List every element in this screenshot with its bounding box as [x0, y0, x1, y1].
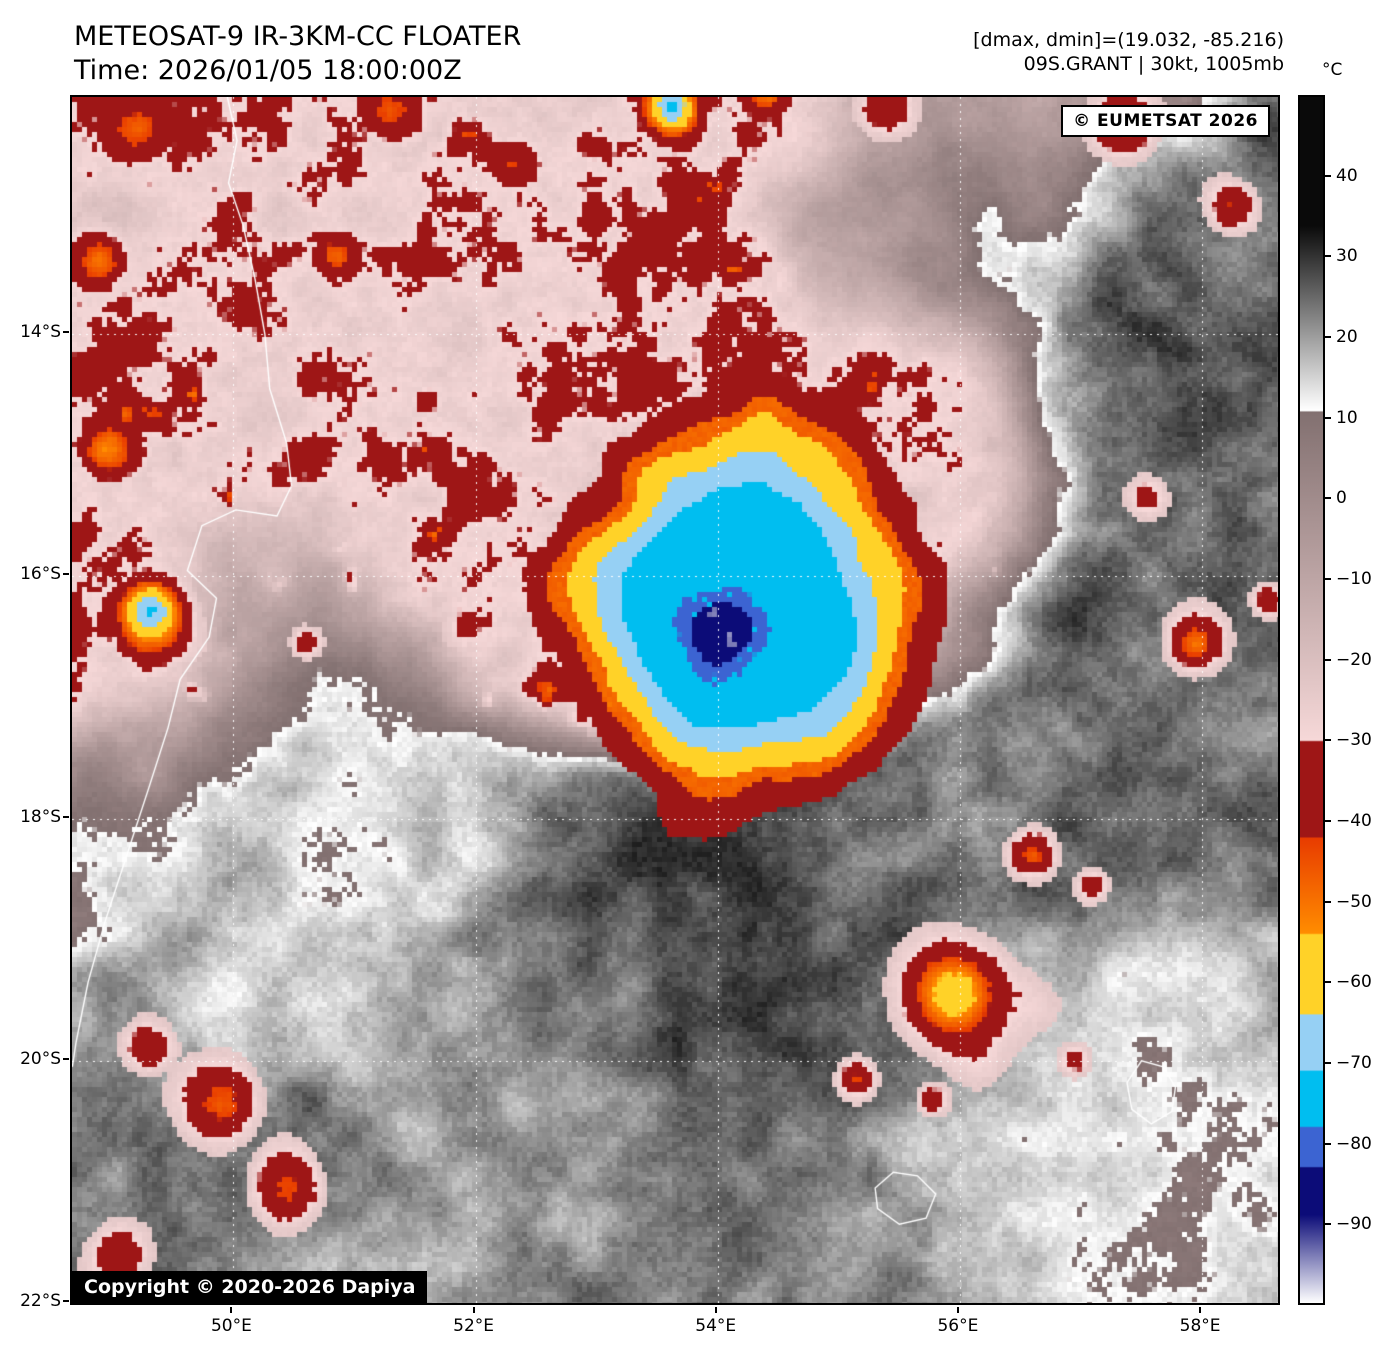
colorbar-tick-label: −20 [1336, 649, 1372, 670]
eumetsat-copyright-badge: © EUMETSAT 2026 [1061, 105, 1270, 137]
colorbar-tick-mark [1325, 900, 1331, 903]
colorbar [1298, 95, 1325, 1305]
x-axis-tick [1199, 1307, 1202, 1313]
x-axis-tick [956, 1307, 959, 1313]
y-axis-label: 18°S [20, 806, 61, 827]
colorbar-tick-label: −60 [1336, 972, 1372, 993]
page-title: METEOSAT-9 IR-3KM-CC FLOATER [74, 21, 522, 52]
dmax-dmin-line: [dmax, dmin]=(19.032, -85.216) [973, 29, 1284, 51]
title-block: METEOSAT-9 IR-3KM-CC FLOATER Time: 2026/… [74, 20, 521, 88]
dapiya-copyright-badge: Copyright © 2020-2026 Dapiya [72, 1271, 428, 1303]
colorbar-tick-mark [1325, 1062, 1331, 1064]
y-axis-label: 16°S [20, 564, 61, 585]
y-axis-tick [63, 1300, 69, 1302]
colorbar-tick-mark [1325, 658, 1331, 661]
colorbar-tick-mark [1325, 1142, 1331, 1145]
colorbar-tick-label: 40 [1336, 165, 1358, 186]
x-axis-label: 52°E [453, 1316, 494, 1336]
info-block: [dmax, dmin]=(19.032, -85.216) 09S.GRANT… [973, 28, 1284, 76]
satellite-map: © EUMETSAT 2026 Copyright © 2020-2026 Da… [70, 95, 1280, 1305]
colorbar-tick-mark [1325, 255, 1331, 258]
x-axis-tick [472, 1307, 475, 1313]
colorbar-tick-mark [1325, 739, 1331, 742]
colorbar-tick-label: −70 [1336, 1053, 1372, 1073]
y-axis-tick [63, 815, 69, 818]
colorbar-tick-mark [1325, 820, 1331, 822]
colorbar-tick-label: −10 [1336, 569, 1372, 589]
satellite-canvas [72, 97, 1278, 1303]
y-axis-tick [63, 331, 69, 334]
colorbar-tick-mark [1325, 578, 1331, 580]
y-axis-label: 22°S [20, 1291, 61, 1311]
storm-info-line: 09S.GRANT | 30kt, 1005mb [1023, 53, 1284, 75]
colorbar-tick-mark [1325, 416, 1331, 419]
colorbar-tick-mark [1325, 174, 1331, 177]
colorbar-tick-label: −50 [1336, 891, 1372, 912]
colorbar-tick-mark [1325, 1223, 1331, 1226]
colorbar-tick-mark [1325, 336, 1331, 338]
x-axis-label: 50°E [210, 1316, 252, 1336]
x-axis-label: 58°E [1179, 1316, 1221, 1336]
colorbar-tick-label: 30 [1336, 246, 1358, 267]
colorbar-tick-label: 0 [1336, 488, 1347, 509]
y-axis-tick [63, 573, 69, 576]
colorbar-tick-label: −30 [1336, 730, 1372, 751]
colorbar-tick-label: −90 [1336, 1214, 1372, 1235]
y-axis-label: 14°S [20, 322, 61, 343]
colorbar-tick-label: −40 [1336, 811, 1372, 831]
y-axis-tick [63, 1057, 69, 1060]
timestamp-line: Time: 2026/01/05 18:00:00Z [74, 55, 462, 86]
colorbar-tick-label: 10 [1336, 407, 1358, 428]
colorbar-tick-mark [1325, 981, 1331, 984]
y-axis-label: 20°S [20, 1048, 61, 1069]
colorbar-tick-label: 20 [1336, 327, 1358, 347]
x-axis-label: 54°E [695, 1316, 737, 1336]
x-axis-label: 56°E [937, 1316, 979, 1336]
x-axis-tick [230, 1307, 233, 1313]
colorbar-tick-label: −80 [1336, 1133, 1372, 1154]
x-axis-tick [714, 1307, 717, 1313]
colorbar-tick-mark [1325, 497, 1331, 500]
colorbar-unit-label: °C [1322, 60, 1343, 80]
